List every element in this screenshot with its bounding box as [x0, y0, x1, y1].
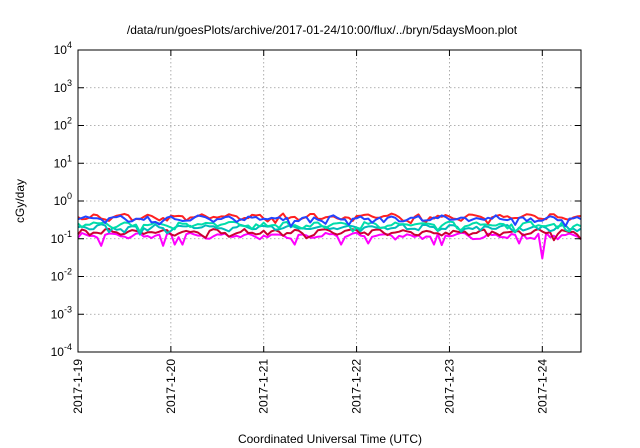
y-axis-label: cGy/day — [13, 179, 27, 223]
series-line — [77, 220, 582, 233]
plot-frame — [77, 49, 582, 353]
series-line — [77, 223, 582, 236]
x-axis-label: Coordinated Universal Time (UTC) — [238, 432, 422, 446]
y-tick-label: 104 — [54, 40, 72, 57]
x-tick-label: 2017-1-22 — [350, 359, 364, 414]
x-tick-label: 2017-1-19 — [71, 359, 85, 414]
y-tick-label: 10-3 — [51, 304, 72, 321]
series-group — [77, 212, 582, 260]
y-tick-label: 102 — [54, 116, 72, 133]
x-tick-label: 2017-1-21 — [257, 359, 271, 414]
y-tick-label: 103 — [54, 78, 72, 95]
x-axis: 2017-1-19 2017-1-20 2017-1-21 2017-1-22 2017… — [71, 50, 549, 414]
series-line — [77, 231, 582, 260]
x-tick-label: 2017-1-20 — [164, 359, 178, 414]
grid — [78, 50, 581, 352]
series-line — [77, 214, 582, 228]
y-tick-label: 10-2 — [51, 267, 72, 284]
chart-title: /data/run/goesPlots/archive/2017-01-24/1… — [127, 23, 518, 37]
y-tick-label: 10-1 — [51, 229, 72, 246]
x-tick-label: 2017-1-23 — [442, 359, 456, 414]
x-tick-label: 2017-1-24 — [535, 359, 549, 414]
series-line — [77, 227, 582, 242]
y-axis: 10-4 10-3 10-2 10-1 100 101 102 103 104 — [51, 40, 581, 359]
y-tick-label: 10-4 — [51, 342, 72, 359]
y-tick-label: 101 — [54, 153, 72, 170]
y-tick-label: 100 — [54, 191, 72, 208]
